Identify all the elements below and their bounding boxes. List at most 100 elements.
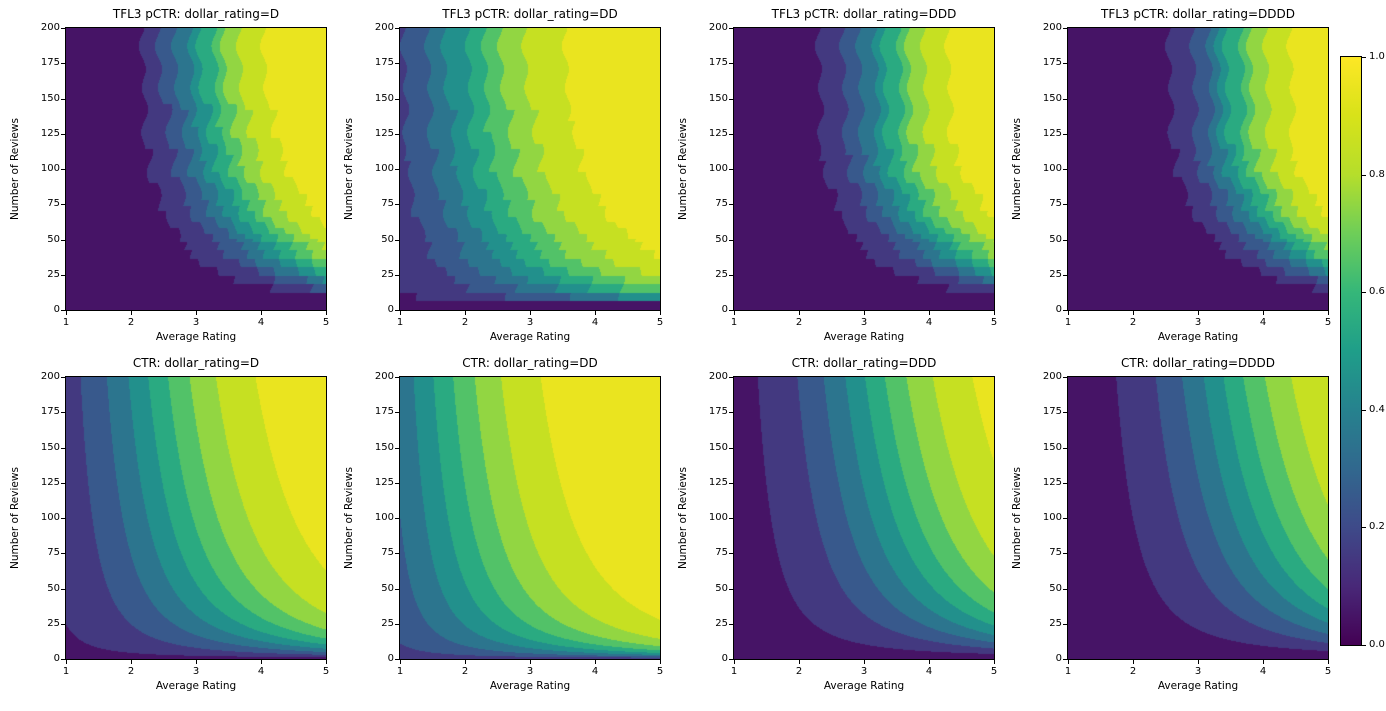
x-tick-label: 5 <box>990 666 998 677</box>
y-tick-label: 175 <box>1042 406 1062 418</box>
x-tick-mark <box>530 660 531 664</box>
y-tick-label: 25 <box>715 617 728 629</box>
x-tick-mark <box>1263 660 1264 664</box>
y-tick-mark <box>61 377 65 378</box>
y-axis-label: Number of Reviews <box>9 467 21 569</box>
y-tick-label: 0 <box>1055 304 1062 315</box>
y-axis-label: Number of Reviews <box>677 467 689 569</box>
x-tick-mark <box>1198 311 1199 315</box>
y-tick-mark <box>1063 623 1067 625</box>
x-tick-mark <box>1328 311 1329 315</box>
y-tick-label: 150 <box>708 441 728 453</box>
x-tick-label: 5 <box>322 317 330 328</box>
y-tick-mark <box>1063 553 1067 555</box>
x-ticks: 1 2 3 4 5 <box>63 311 329 331</box>
y-tick-label: 25 <box>1049 617 1062 629</box>
x-axis-label: Average Rating <box>823 331 905 343</box>
y-tick-label: 175 <box>40 406 60 418</box>
y-tick-mark <box>61 447 65 449</box>
y-tick-label: 125 <box>374 476 394 488</box>
x-ticks: 1 2 3 4 5 <box>731 311 997 331</box>
x-tick-mark <box>929 660 930 664</box>
contour-canvas <box>399 376 661 660</box>
y-tick-mark <box>1063 204 1067 206</box>
x-tick-mark <box>400 311 401 315</box>
y-tick-label: 25 <box>47 268 60 280</box>
y-tick-mark <box>61 412 65 414</box>
y-axis-label: Number of Reviews <box>343 118 355 220</box>
subplot-title: CTR: dollar_rating=DDD <box>791 356 937 370</box>
y-axis-label: Number of Reviews <box>343 467 355 569</box>
x-tick-mark <box>660 311 661 315</box>
y-tick-label: 50 <box>715 233 728 245</box>
colorbar-tick-mark <box>1362 292 1366 294</box>
subplot-title: CTR: dollar_rating=DD <box>462 356 598 370</box>
x-tick-mark <box>994 660 995 664</box>
y-tick-label: 0 <box>1055 653 1062 664</box>
y-tick-label: 0 <box>387 304 394 315</box>
y-tick-mark <box>61 274 65 276</box>
subplot: CTR: dollar_rating=D 1 2 3 4 5 0 25 50 75 100 125… <box>9 356 329 692</box>
y-tick-mark <box>61 588 65 590</box>
x-tick-label: 4 <box>591 666 599 677</box>
x-tick-mark <box>326 311 327 315</box>
x-tick-mark <box>326 660 327 664</box>
subplot: CTR: dollar_rating=DDDD 1 2 3 4 5 0 25 50 75 100… <box>1011 356 1331 692</box>
x-tick-label: 5 <box>1324 317 1332 328</box>
subplot: TFL3 pCTR: dollar_rating=DD 1 2 3 4 5 0 25 50 7… <box>343 7 663 343</box>
y-tick-mark <box>729 623 733 625</box>
subplot-title: TFL3 pCTR: dollar_rating=DDDD <box>1101 7 1295 21</box>
y-tick-mark <box>61 310 65 311</box>
y-tick-label: 125 <box>708 127 728 139</box>
x-tick-label: 3 <box>526 666 534 677</box>
y-tick-label: 25 <box>715 268 728 280</box>
y-tick-mark <box>729 169 733 170</box>
y-tick-label: 0 <box>721 653 728 664</box>
y-tick-label: 25 <box>381 268 394 280</box>
colorbar-tick-label: 0.0 <box>1369 639 1385 650</box>
y-tick-mark <box>729 274 733 276</box>
x-tick-label: 1 <box>730 317 738 328</box>
y-tick-label: 200 <box>708 22 728 33</box>
y-tick-mark <box>395 659 399 660</box>
subplot-title: TFL3 pCTR: dollar_rating=DDD <box>771 7 957 21</box>
y-tick-mark <box>1063 133 1067 135</box>
x-tick-label: 3 <box>860 317 868 328</box>
y-tick-mark <box>729 553 733 555</box>
y-ticks: 0 25 50 75 100 125 150 175 200 <box>709 371 735 664</box>
x-tick-label: 5 <box>1324 666 1332 677</box>
x-tick-mark <box>196 660 197 664</box>
y-tick-label: 200 <box>1042 371 1062 382</box>
y-tick-mark <box>395 274 399 276</box>
y-tick-mark <box>395 310 399 311</box>
y-tick-label: 200 <box>374 22 394 33</box>
y-tick-label: 75 <box>381 547 394 559</box>
y-ticks: 0 25 50 75 100 125 150 175 200 <box>41 22 67 315</box>
x-axis-label: Average Rating <box>155 680 237 692</box>
x-tick-mark <box>1068 660 1069 664</box>
x-tick-mark <box>1198 660 1199 664</box>
y-tick-mark <box>395 588 399 590</box>
y-tick-label: 200 <box>1042 22 1062 33</box>
y-tick-mark <box>395 239 399 241</box>
y-tick-mark <box>395 169 399 170</box>
y-tick-mark <box>395 518 399 519</box>
subplot-title: TFL3 pCTR: dollar_rating=D <box>112 7 280 21</box>
y-tick-mark <box>61 518 65 519</box>
contour-canvas <box>65 376 327 660</box>
y-tick-mark <box>1063 63 1067 65</box>
x-tick-mark <box>595 311 596 315</box>
subplot: CTR: dollar_rating=DDD 1 2 3 4 5 0 25 50 75 100 1… <box>677 356 997 692</box>
y-tick-label: 200 <box>374 371 394 382</box>
x-tick-label: 4 <box>257 666 265 677</box>
x-tick-mark <box>864 660 865 664</box>
x-tick-label: 3 <box>1194 317 1202 328</box>
subplot: TFL3 pCTR: dollar_rating=DDDD 1 2 3 4 5 0 25 5… <box>1011 7 1331 343</box>
x-tick-mark <box>261 311 262 315</box>
y-axis-label: Number of Reviews <box>1011 467 1023 569</box>
colorbar-tick-mark <box>1362 645 1366 646</box>
y-tick-label: 0 <box>721 304 728 315</box>
y-axis-label: Number of Reviews <box>9 118 21 220</box>
y-tick-label: 175 <box>374 57 394 69</box>
y-ticks: 0 25 50 75 100 125 150 175 200 <box>709 22 735 315</box>
